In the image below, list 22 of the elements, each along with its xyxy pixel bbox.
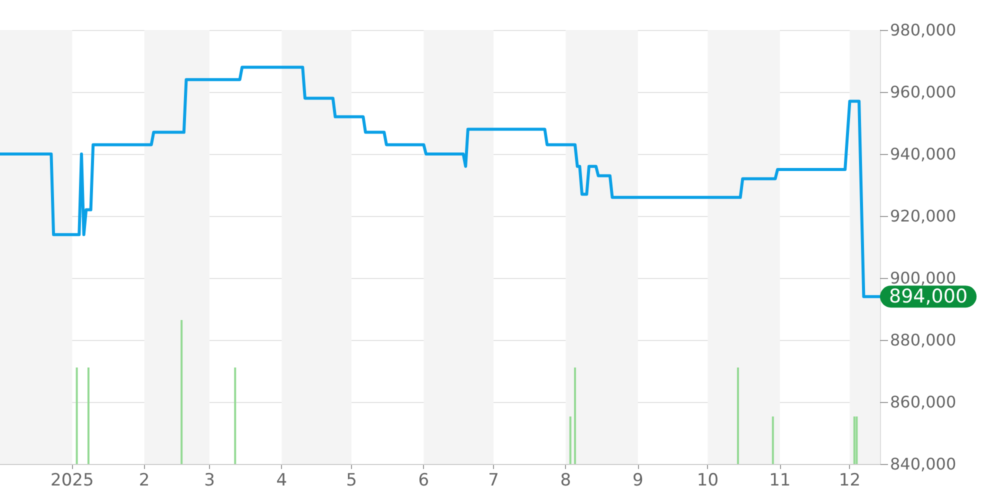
x-tick-label: 3 <box>204 470 215 490</box>
annotation: 894,000 <box>889 286 968 308</box>
x-tick-label: 2 <box>138 470 150 490</box>
x-tick-label: 4 <box>276 470 288 490</box>
y-tick-label: 860,000 <box>890 392 956 412</box>
x-tick-label: 12 <box>838 470 861 490</box>
x-tick-label: 9 <box>632 470 644 490</box>
line-series <box>0 66 882 298</box>
y-tick-label: 900,000 <box>890 268 956 288</box>
y-tick-label: 920,000 <box>890 206 956 226</box>
x-tick-label: 10 <box>696 470 719 490</box>
x-tick-label: 8 <box>560 470 572 490</box>
y-tick-label: 880,000 <box>890 330 956 350</box>
y-tick-label: 980,000 <box>890 20 956 40</box>
x-tick-label: 7 <box>488 470 499 490</box>
x-tick-label: 6 <box>418 470 430 490</box>
x-tick-label: 5 <box>346 470 357 490</box>
y-tick-label: 840,000 <box>890 454 956 474</box>
x-tick-label: 2025 <box>50 470 94 490</box>
y-tick-label: 960,000 <box>890 82 956 102</box>
y-tick-label: 940,000 <box>890 144 956 164</box>
x-tick-label: 11 <box>769 470 791 490</box>
